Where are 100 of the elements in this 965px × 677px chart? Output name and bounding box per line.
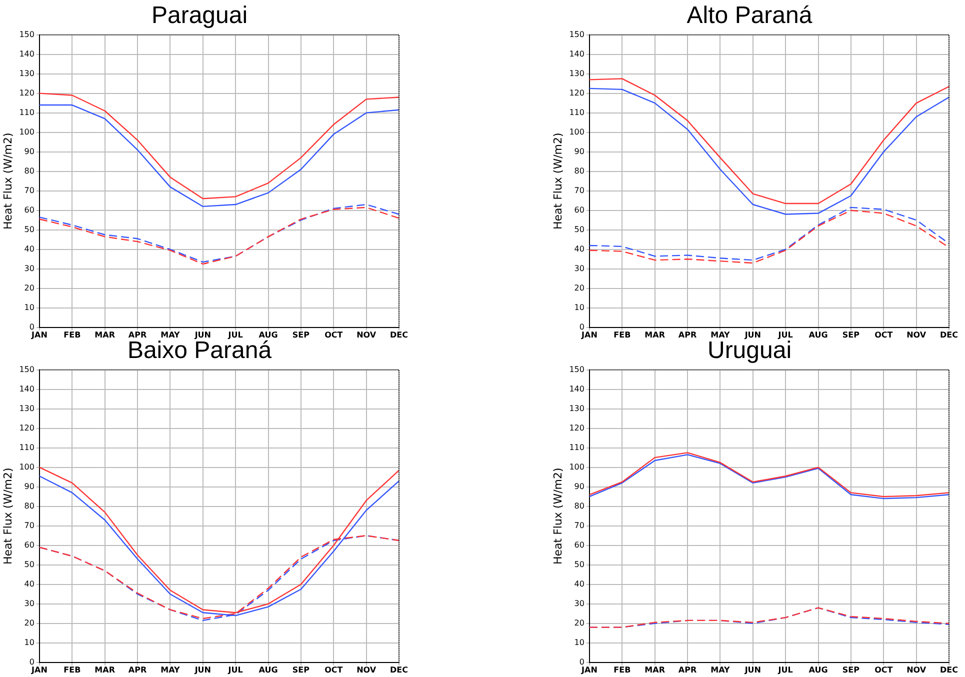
x-tick-label: DEC: [390, 330, 408, 340]
x-tick-label: SEP: [842, 665, 860, 674]
y-tick-label: 30: [24, 598, 34, 608]
chart-title: Alto Paraná: [686, 2, 813, 30]
y-tick-label: 120: [569, 88, 584, 98]
y-tick-label: 40: [24, 244, 34, 254]
x-tick-label: SEP: [292, 665, 310, 674]
x-tick-label: MAY: [710, 330, 730, 340]
y-tick-label: 120: [19, 88, 34, 98]
x-tick-label: NOV: [906, 330, 927, 340]
y-tick-label: 10: [24, 638, 34, 647]
y-tick-label: 130: [569, 404, 584, 413]
y-tick-label: 60: [574, 205, 584, 214]
x-tick-label: APR: [678, 330, 697, 340]
x-tick-label: JUL: [227, 665, 243, 674]
y-tick-label: 10: [574, 302, 584, 312]
y-tick-label: 150: [19, 364, 34, 374]
y-tick-label: 60: [24, 205, 34, 214]
y-tick-label: 90: [574, 146, 584, 156]
y-tick-label: 30: [24, 264, 34, 273]
y-tick-label: 130: [19, 404, 34, 413]
y-tick-label: 110: [19, 442, 34, 452]
y-tick-label: 110: [569, 108, 584, 117]
x-tick-label: DEC: [940, 330, 958, 340]
y-tick-label: 20: [574, 618, 584, 628]
y-tick-label: 90: [574, 482, 584, 491]
y-axis-title: Heat Flux (W/m2): [1, 132, 14, 230]
x-tick-label: FEB: [64, 330, 81, 340]
y-tick-label: 0: [579, 657, 584, 666]
x-tick-label: OCT: [874, 665, 894, 674]
y-tick-label: 0: [579, 322, 584, 332]
x-tick-label: OCT: [324, 330, 344, 340]
y-tick-label: 120: [569, 423, 584, 432]
x-tick-label: FEB: [64, 665, 81, 674]
y-tick-label: 150: [569, 30, 584, 39]
y-tick-label: 100: [19, 127, 34, 136]
x-tick-label: JAN: [30, 665, 48, 674]
y-tick-label: 100: [569, 462, 584, 472]
y-tick-label: 140: [19, 384, 34, 394]
y-tick-label: 110: [19, 108, 34, 117]
y-tick-label: 70: [24, 520, 34, 530]
y-tick-label: 90: [24, 146, 34, 156]
x-tick-label: AUG: [808, 330, 828, 340]
x-tick-label: NOV: [906, 665, 927, 674]
x-tick-label: MAR: [644, 330, 665, 340]
y-tick-label: 0: [29, 657, 34, 666]
y-tick-label: 120: [19, 423, 34, 432]
y-tick-label: 140: [569, 49, 584, 58]
x-tick-label: FEB: [614, 665, 631, 674]
x-tick-label: JUL: [777, 665, 793, 674]
y-tick-label: 110: [569, 442, 584, 452]
x-tick-label: MAR: [94, 665, 115, 674]
y-tick-label: 130: [569, 68, 584, 78]
y-tick-label: 40: [574, 579, 584, 588]
y-tick-label: 80: [24, 501, 34, 510]
y-tick-label: 10: [574, 638, 584, 647]
y-tick-label: 140: [569, 384, 584, 394]
x-tick-label: NOV: [356, 665, 377, 674]
x-tick-label: JAN: [580, 665, 598, 674]
x-tick-label: JUL: [227, 330, 243, 340]
x-tick-label: APR: [128, 330, 147, 340]
y-axis-title: Heat Flux (W/m2): [551, 132, 564, 230]
x-tick-label: JUL: [777, 330, 793, 340]
y-tick-label: 90: [24, 482, 34, 491]
y-tick-label: 140: [19, 49, 34, 58]
y-tick-label: 80: [574, 166, 584, 176]
x-tick-label: NOV: [356, 330, 377, 340]
y-tick-label: 0: [29, 322, 34, 332]
x-tick-label: AUG: [808, 665, 828, 674]
y-tick-label: 20: [574, 283, 584, 292]
y-tick-label: 150: [19, 30, 34, 39]
x-tick-label: JUN: [744, 330, 761, 340]
x-tick-label: AUG: [258, 665, 278, 674]
line-series: [588, 607, 950, 628]
x-tick-label: JUN: [744, 665, 761, 674]
x-tick-label: SEP: [292, 330, 310, 340]
y-tick-label: 50: [574, 224, 584, 234]
chart-title: Paraguai: [151, 2, 248, 30]
x-tick-label: OCT: [874, 330, 894, 340]
y-tick-label: 40: [574, 244, 584, 254]
x-tick-label: JAN: [30, 330, 48, 340]
y-tick-label: 10: [24, 302, 34, 312]
x-tick-label: MAY: [160, 330, 180, 340]
x-tick-label: SEP: [842, 330, 860, 340]
y-axis-title: Heat Flux (W/m2): [1, 468, 14, 565]
x-tick-label: DEC: [940, 665, 958, 674]
x-tick-label: APR: [128, 665, 147, 674]
x-tick-label: MAY: [160, 665, 180, 674]
x-tick-label: JUN: [194, 665, 211, 674]
y-tick-label: 20: [24, 283, 34, 292]
x-tick-label: APR: [678, 665, 697, 674]
y-tick-label: 50: [24, 560, 34, 569]
y-tick-label: 100: [19, 462, 34, 472]
y-tick-label: 130: [19, 68, 34, 78]
y-tick-label: 60: [24, 540, 34, 550]
y-tick-label: 70: [574, 186, 584, 195]
y-tick-label: 30: [574, 264, 584, 273]
y-tick-label: 80: [574, 501, 584, 510]
y-tick-label: 80: [24, 166, 34, 176]
y-tick-label: 60: [574, 540, 584, 550]
